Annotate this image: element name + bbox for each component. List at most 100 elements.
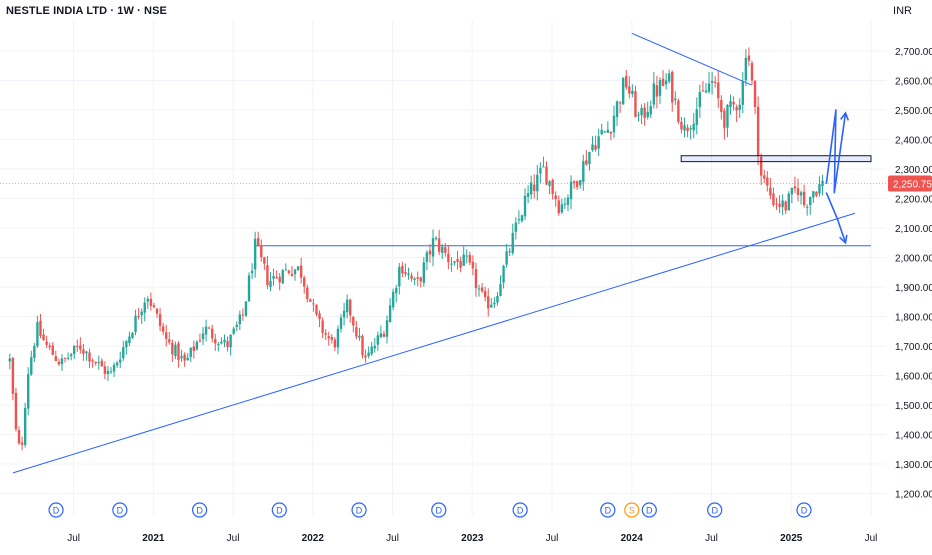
chart-title: NESTLE INDIA LTD · 1W · NSE <box>6 5 167 17</box>
price-tick-label: 1,300.00 <box>895 460 932 471</box>
candle-body <box>759 156 763 176</box>
candle-body <box>582 161 585 183</box>
dividend-marker[interactable]: D <box>351 502 367 518</box>
candle-body <box>382 333 386 337</box>
candle-body <box>428 250 432 255</box>
dividend-marker[interactable]: D <box>191 502 208 518</box>
bullish-projection-arrow[interactable] <box>825 109 847 194</box>
candle-body <box>407 273 410 276</box>
candle-body <box>612 115 616 133</box>
price-axis[interactable]: 1,200.00 1,300.00 1,400.00 1,500.00 1,600.00… <box>895 47 932 501</box>
candle-body <box>809 196 812 206</box>
resistance-zone[interactable] <box>680 155 872 163</box>
candle-body <box>168 339 171 343</box>
dividend-marker[interactable]: D <box>600 502 616 518</box>
dividend-marker[interactable]: D <box>512 502 528 518</box>
candle-body <box>545 166 548 185</box>
price-tick-label: 2,700.00 <box>895 47 932 58</box>
dividend-marker[interactable]: D <box>796 502 812 518</box>
candle-body <box>683 125 686 131</box>
marker-circle <box>600 502 616 518</box>
split-marker[interactable]: S <box>624 502 640 518</box>
candle-body <box>655 85 659 97</box>
time-axis[interactable]: Jul 2021 Jul 2022 Jul 2023 Jul 2024 Jul 2025 Jul <box>67 533 877 544</box>
candle-body <box>499 283 502 296</box>
dividend-marker[interactable]: D <box>707 502 723 518</box>
candle-body <box>723 110 726 129</box>
candle-body <box>756 106 760 156</box>
candle-body <box>401 265 404 274</box>
bearish-projection-arrow[interactable] <box>825 192 847 244</box>
candle-body <box>483 290 487 298</box>
candle-body <box>79 345 82 350</box>
candle-body <box>250 270 254 274</box>
dividend-marker[interactable]: D <box>48 502 64 518</box>
candle-body <box>97 361 100 363</box>
marker-label: D <box>801 506 808 516</box>
candle-body <box>358 335 361 338</box>
candle-body <box>511 232 514 253</box>
currency-label[interactable]: INR <box>893 5 912 17</box>
candle-body <box>732 101 735 105</box>
candle-body <box>192 346 196 351</box>
candles <box>8 47 824 451</box>
candle-body <box>468 254 472 263</box>
candle-body <box>677 100 680 122</box>
candle-body <box>551 179 554 194</box>
candle-body <box>54 356 58 361</box>
candle-body <box>735 107 738 111</box>
candle-body <box>450 263 453 265</box>
candle-body <box>309 299 312 302</box>
time-tick-label: 2024 <box>621 533 644 544</box>
candle-body <box>260 245 263 258</box>
candle-body <box>465 255 468 257</box>
candle-body <box>769 187 772 196</box>
candle-body <box>189 347 192 357</box>
upper-trendline[interactable] <box>631 32 752 86</box>
candle-body <box>345 299 349 313</box>
candle-body <box>321 320 324 333</box>
candle-body <box>453 261 456 263</box>
candle-body <box>600 129 603 135</box>
candle-body <box>704 90 708 93</box>
candle-body <box>490 304 493 308</box>
bullish-arrowhead <box>840 111 850 121</box>
candle-body <box>51 345 54 355</box>
candle-body <box>63 357 67 359</box>
candle-body <box>618 102 622 104</box>
candle-body <box>376 335 380 345</box>
candle-body <box>349 299 352 316</box>
candle-body <box>462 254 465 266</box>
dividend-marker[interactable]: D <box>431 502 447 518</box>
candle-body <box>370 346 373 354</box>
candle-body <box>437 238 441 252</box>
candle-body <box>339 317 343 329</box>
candle-body <box>741 81 744 105</box>
long-trendline[interactable] <box>12 212 856 474</box>
candle-body <box>493 302 496 305</box>
candle-body <box>787 193 790 211</box>
candle-body <box>398 266 401 287</box>
dividend-marker[interactable]: D <box>641 502 657 518</box>
dividend-marker[interactable]: D <box>112 502 128 518</box>
dividend-marker[interactable]: D <box>271 502 287 518</box>
candle-body <box>315 304 318 315</box>
candle-body <box>628 86 631 94</box>
marker-label: D <box>276 506 283 516</box>
time-tick-label: Jul <box>546 533 559 544</box>
candle-body <box>609 132 613 134</box>
candle-body <box>23 408 27 445</box>
candle-body <box>253 238 257 270</box>
candle-body <box>646 111 649 118</box>
candle-body <box>431 238 435 257</box>
candle-body <box>781 200 784 208</box>
marker-circle <box>112 502 128 518</box>
candle-body <box>441 246 444 253</box>
candle-body <box>707 83 711 92</box>
marker-label: D <box>196 506 203 516</box>
candle-body <box>275 277 278 279</box>
candle-body <box>42 334 45 341</box>
